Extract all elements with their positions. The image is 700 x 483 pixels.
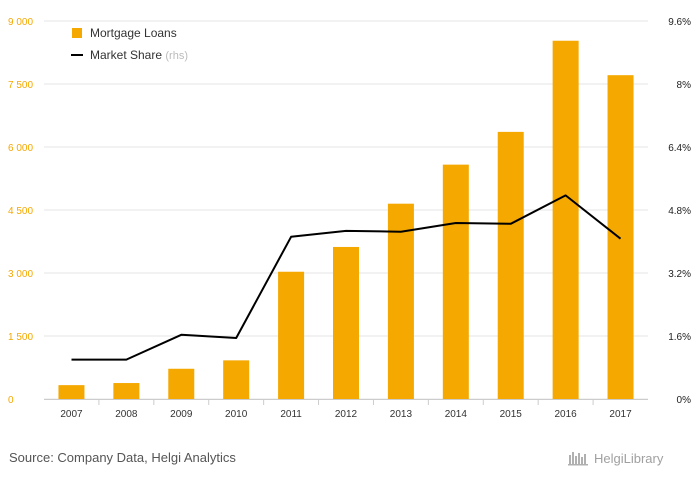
bar-mortgage-loans (223, 360, 250, 399)
x-tick-label: 2012 (335, 409, 358, 420)
x-tick-label: 2011 (280, 409, 302, 420)
y-left-tick-label: 7 500 (8, 80, 33, 91)
legend-swatch-mortgage-loans (72, 28, 82, 38)
bar-mortgage-loans (607, 75, 634, 400)
y-right-tick-label: 3.2% (668, 269, 691, 280)
y-right-tick-label: 8% (677, 80, 692, 91)
bar-mortgage-loans (552, 40, 579, 400)
bar-mortgage-loans (278, 271, 305, 399)
x-tick-label: 2017 (609, 409, 632, 420)
source-note: Source: Company Data, Helgi Analytics (9, 450, 236, 465)
y-right-tick-label: 9.6% (668, 17, 691, 28)
bar-mortgage-loans (497, 131, 524, 399)
bar-mortgage-loans (333, 246, 359, 399)
y-right-tick-label: 6.4% (668, 143, 691, 154)
legend-label-rhs-suffix: (rhs) (165, 50, 188, 62)
line-market-share (71, 194, 622, 361)
brand-name: HelgiLibrary (594, 450, 664, 466)
bar-mortgage-loans (442, 164, 469, 399)
x-tick-label: 2013 (390, 409, 413, 420)
y-left-tick-label: 0 (8, 395, 14, 406)
bar-mortgage-loans (58, 385, 85, 399)
brand-logo: HelgiLibrary (568, 450, 663, 466)
x-tick-label: 2014 (445, 409, 468, 420)
y-right-tick-label: 1.6% (668, 332, 691, 343)
y-left-tick-label: 4 500 (8, 206, 33, 217)
x-tick-label: 2010 (225, 409, 248, 420)
library-icon (568, 452, 588, 466)
y-left-tick-label: 1 500 (8, 332, 33, 343)
legend-label-mortgage-loans: Mortgage Loans (90, 26, 177, 40)
bar-mortgage-loans (387, 203, 414, 399)
bar-mortgage-loans (113, 383, 140, 399)
y-right-tick-label: 4.8% (668, 206, 691, 217)
x-tick-label: 2015 (500, 409, 523, 420)
x-tick-label: 2008 (115, 409, 138, 420)
legend-label-market-share: Market Share (rhs) (90, 48, 188, 62)
x-tick-label: 2009 (170, 409, 193, 420)
y-left-tick-label: 3 000 (8, 269, 33, 280)
y-left-tick-label: 9 000 (8, 17, 33, 28)
x-tick-label: 2007 (60, 409, 83, 420)
y-right-tick-label: 0% (677, 395, 692, 406)
x-tick-label: 2016 (555, 409, 578, 420)
y-left-tick-label: 6 000 (8, 143, 33, 154)
bar-mortgage-loans (168, 368, 195, 399)
